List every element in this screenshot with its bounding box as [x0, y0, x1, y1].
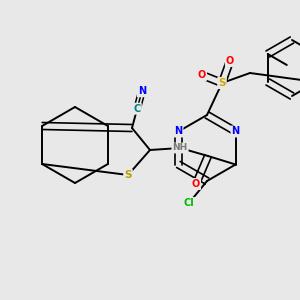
- Text: N: N: [174, 127, 182, 136]
- Text: C: C: [134, 104, 141, 114]
- Text: O: O: [192, 179, 200, 189]
- Text: S: S: [124, 170, 132, 180]
- Text: Cl: Cl: [184, 198, 194, 208]
- Text: S: S: [218, 78, 226, 88]
- Text: O: O: [226, 56, 234, 66]
- Text: O: O: [198, 70, 206, 80]
- Text: N: N: [232, 127, 240, 136]
- Text: N: N: [138, 86, 146, 96]
- Text: NH: NH: [172, 143, 188, 152]
